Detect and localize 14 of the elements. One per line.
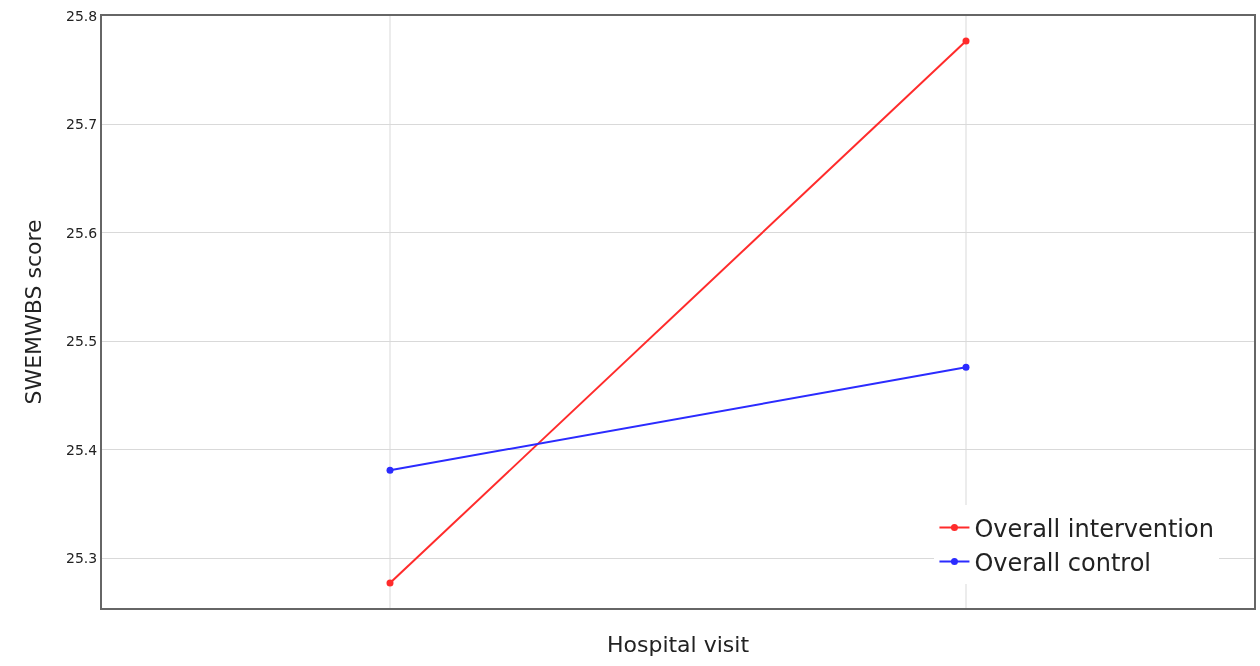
y-tick-label: 25.6	[66, 224, 98, 241]
legend-label: Overall control	[974, 548, 1152, 577]
y-tick-label: 25.8	[66, 7, 98, 24]
y-tick-label: 25.7	[66, 116, 98, 133]
x-axis-title: Hospital visit	[606, 632, 750, 658]
y-axis-title: SWEMWBS score	[21, 219, 47, 405]
point	[962, 37, 970, 45]
y-tick-label: 25.4	[66, 441, 98, 458]
legend-label: Overall intervention	[974, 514, 1214, 543]
point	[386, 579, 394, 587]
y-tick-label: 25.5	[66, 333, 98, 350]
y-tick-label: 25.3	[66, 550, 98, 567]
point	[386, 466, 394, 474]
point	[962, 363, 970, 371]
